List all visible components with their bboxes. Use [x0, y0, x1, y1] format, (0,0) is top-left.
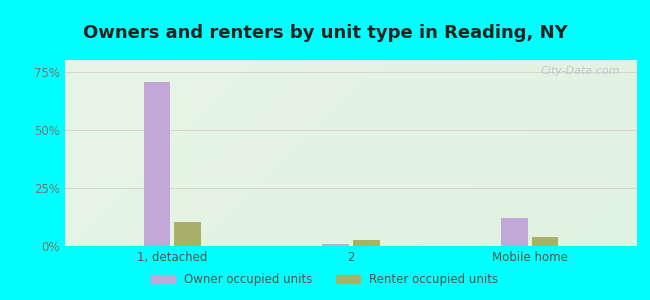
Bar	[322, 244, 349, 246]
Text: Owners and renters by unit type in Reading, NY: Owners and renters by unit type in Readi…	[83, 24, 567, 42]
Bar	[532, 237, 558, 246]
Bar	[144, 82, 170, 246]
Text: City-Data.com: City-Data.com	[540, 66, 620, 76]
Bar	[501, 218, 528, 246]
Legend: Owner occupied units, Renter occupied units: Owner occupied units, Renter occupied un…	[147, 269, 503, 291]
Bar	[353, 240, 380, 246]
Bar	[174, 222, 201, 246]
